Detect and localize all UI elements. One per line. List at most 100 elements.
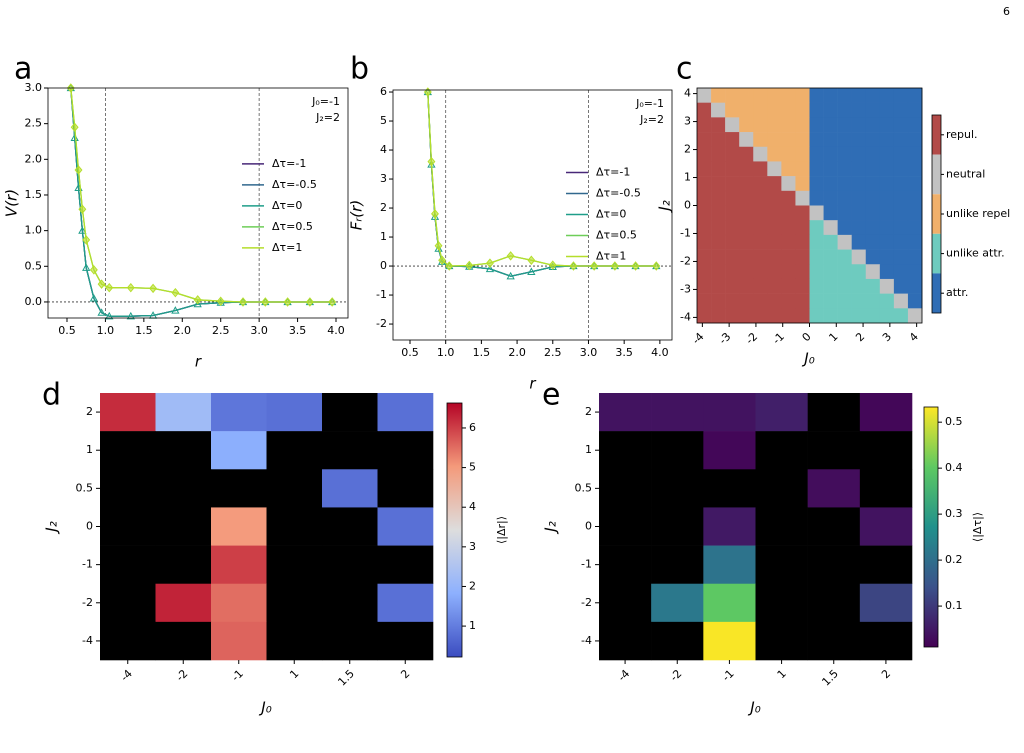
heatmap-cell xyxy=(907,249,923,265)
colorbar-tick-label: 4 xyxy=(469,500,476,513)
series-marker xyxy=(126,311,135,320)
heatmap-cell xyxy=(879,161,895,177)
series-marker xyxy=(82,263,91,271)
heatmap-cell xyxy=(879,205,895,221)
heatmap-cell xyxy=(865,293,881,309)
annotation: J₂=2 xyxy=(315,111,340,124)
heatmap-cell xyxy=(859,507,913,546)
heatmap-cell xyxy=(599,469,652,508)
heatmap-cell xyxy=(753,88,768,103)
y-axis-label: J₂ xyxy=(656,200,674,213)
heatmap-cell xyxy=(879,117,895,133)
heatmap-cell xyxy=(651,507,704,546)
heatmap-cell xyxy=(767,278,782,294)
heatmap-cell xyxy=(725,102,740,118)
x-tick-label: 1 xyxy=(775,667,789,681)
heatmap-cell xyxy=(781,176,796,192)
heatmap-cell xyxy=(809,176,824,192)
heatmap-cell xyxy=(767,102,782,118)
heatmap-cell xyxy=(211,431,267,470)
colorbar-segment xyxy=(932,154,941,195)
heatmap-cell xyxy=(211,621,267,661)
colorbar-segment xyxy=(932,194,941,234)
heatmap-cell xyxy=(865,88,881,103)
x-tick-label: 0.5 xyxy=(58,324,76,337)
heatmap-cell xyxy=(697,308,712,324)
heatmap-cell xyxy=(837,205,852,221)
heatmap-cell xyxy=(907,146,923,162)
series-marker xyxy=(78,204,87,214)
heatmap-cell xyxy=(651,545,704,585)
heatmap-cell xyxy=(755,507,808,546)
heatmap-cell xyxy=(851,176,867,192)
heatmap-cell xyxy=(755,431,808,470)
heatmap-cell xyxy=(879,249,895,265)
heatmap-cell xyxy=(851,234,867,250)
heatmap-cell xyxy=(859,393,913,432)
heatmap-cell xyxy=(697,190,712,206)
heatmap-cell xyxy=(879,88,895,103)
y-tick-label: 1 xyxy=(86,443,93,456)
heatmap-cell xyxy=(703,469,756,508)
heatmap-cell xyxy=(725,132,740,148)
heatmap-cell xyxy=(725,249,740,265)
legend-label: Δτ=-0.5 xyxy=(272,178,317,191)
colorbar-label: ⟨|Δr|⟩ xyxy=(495,516,508,544)
heatmap-cell xyxy=(266,545,323,585)
legend-label: repul. xyxy=(946,128,978,141)
heatmap-cell xyxy=(859,583,913,623)
heatmap-cell xyxy=(725,278,740,294)
x-tick-label: 4.0 xyxy=(651,346,669,359)
y-tick-label: 1 xyxy=(380,230,387,243)
annotation: J₀=-1 xyxy=(635,97,664,110)
y-tick-label: -4 xyxy=(82,634,93,647)
y-tick-label: 2 xyxy=(684,143,691,156)
heatmap-cell xyxy=(739,220,754,236)
y-tick-label: -3 xyxy=(680,282,691,295)
series-marker xyxy=(569,261,578,271)
heatmap-cell xyxy=(651,393,704,432)
colorbar-tick-label: 0.2 xyxy=(945,553,963,566)
heatmap-cell xyxy=(725,176,740,192)
heatmap-cell xyxy=(711,264,726,280)
heatmap-cell xyxy=(739,190,754,206)
heatmap-cell xyxy=(739,102,754,118)
y-tick-label: -1 xyxy=(581,558,592,571)
colorbar-segment xyxy=(932,233,941,274)
heatmap-cell xyxy=(767,161,782,177)
y-tick-label: 1.5 xyxy=(25,188,43,201)
heatmap-cell xyxy=(599,393,652,432)
heatmap-cell xyxy=(703,393,756,432)
heatmap-cell xyxy=(781,249,796,265)
x-tick-label: 1 xyxy=(287,667,301,681)
heatmap-cell xyxy=(767,220,782,236)
heatmap-cell xyxy=(711,161,726,177)
x-tick-label: -4 xyxy=(118,667,135,684)
heatmap-cell xyxy=(907,161,923,177)
series-marker xyxy=(485,258,494,268)
heatmap-cell xyxy=(809,102,824,118)
heatmap-cell xyxy=(807,583,861,623)
heatmap-cell xyxy=(725,88,740,103)
heatmap-cell xyxy=(879,278,895,294)
heatmap-cell xyxy=(865,308,881,324)
heatmap-cell xyxy=(725,117,740,133)
heatmap-cell xyxy=(781,102,796,118)
y-tick-label: 4 xyxy=(684,87,691,100)
x-tick-label: 3.0 xyxy=(580,346,598,359)
heatmap-cell xyxy=(907,220,923,236)
heatmap-cell xyxy=(823,264,838,280)
series-marker xyxy=(70,133,79,142)
heatmap-cell xyxy=(907,117,923,133)
heatmap-cell xyxy=(865,234,881,250)
heatmap-cell xyxy=(100,393,156,432)
heatmap-cell xyxy=(211,545,267,585)
heatmap-cell xyxy=(859,431,913,470)
series-marker xyxy=(427,156,436,167)
heatmap-cell xyxy=(651,621,704,661)
heatmap-cell xyxy=(753,146,768,162)
heatmap-cell xyxy=(893,293,909,309)
series-marker xyxy=(105,282,114,293)
y-tick-label: 0 xyxy=(380,259,387,272)
heatmap-cell xyxy=(907,88,923,103)
